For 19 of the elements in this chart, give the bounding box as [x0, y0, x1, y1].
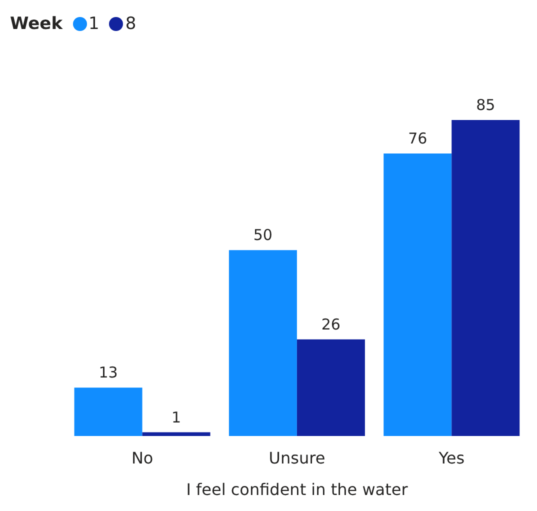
bar [296, 339, 365, 436]
x-axis-title: I feel confident in the water [186, 480, 408, 499]
bar [142, 432, 210, 436]
bar [74, 388, 142, 436]
data-label: 85 [476, 96, 496, 114]
data-label: 1 [172, 408, 182, 426]
x-tick-label: Yes [438, 448, 465, 468]
legend-title: Week [10, 14, 63, 34]
bar [384, 153, 452, 436]
x-tick-label: Unsure [268, 448, 326, 468]
legend-label: 8 [125, 14, 136, 34]
x-tick-label: No [131, 448, 154, 468]
bar [452, 120, 520, 436]
data-label: 26 [321, 315, 340, 334]
data-label: 13 [98, 364, 118, 382]
data-label: 76 [408, 129, 428, 148]
legend-label: 1 [88, 14, 100, 34]
data-label: 50 [253, 226, 272, 244]
bar [228, 250, 297, 436]
